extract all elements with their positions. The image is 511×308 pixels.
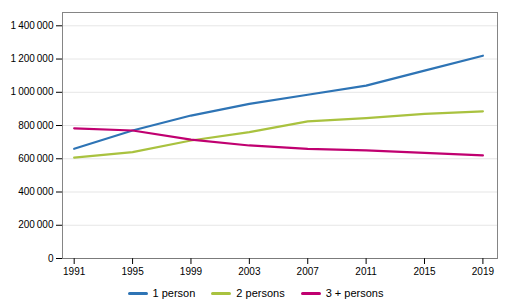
html-text:3 + persons: 3 + persons	[325, 287, 384, 299]
svg-text:1 000 000: 1 000 000	[11, 86, 54, 97]
svg-text:1991: 1991	[63, 266, 86, 277]
svg-text:1 400 000: 1 400 000	[11, 20, 54, 31]
svg-text:2011: 2011	[355, 266, 377, 277]
svg-text:400 000: 400 000	[18, 186, 54, 197]
svg-text:1995: 1995	[121, 266, 144, 277]
svg-text:1 200 000: 1 200 000	[11, 53, 54, 64]
svg-text:600 000: 600 000	[18, 153, 54, 164]
svg-text:2015: 2015	[413, 266, 436, 277]
svg-text:200 000: 200 000	[18, 219, 54, 230]
html-text:1 person: 1 person	[152, 287, 196, 299]
svg-text:2007: 2007	[297, 266, 320, 277]
svg-text:0: 0	[48, 253, 54, 264]
html-text:2 persons: 2 persons	[236, 287, 285, 299]
svg-text:2003: 2003	[238, 266, 261, 277]
svg-text:1999: 1999	[180, 266, 203, 277]
svg-text:800 000: 800 000	[18, 120, 54, 131]
svg-text:2019: 2019	[472, 266, 495, 277]
